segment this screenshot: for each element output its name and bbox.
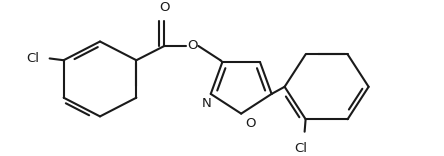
Text: Cl: Cl: [27, 52, 40, 65]
Text: O: O: [245, 117, 256, 130]
Text: O: O: [187, 39, 198, 52]
Text: Cl: Cl: [294, 142, 307, 155]
Text: O: O: [159, 1, 170, 14]
Text: N: N: [202, 98, 212, 110]
